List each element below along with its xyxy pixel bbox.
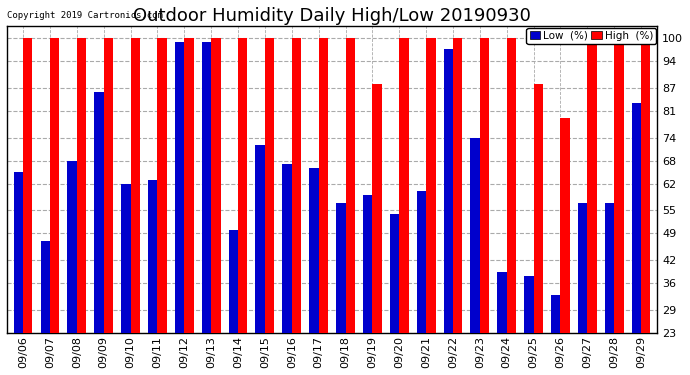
Title: Outdoor Humidity Daily High/Low 20190930: Outdoor Humidity Daily High/Low 20190930 xyxy=(133,7,531,25)
Legend: Low  (%), High  (%): Low (%), High (%) xyxy=(526,27,656,44)
Bar xyxy=(95,92,103,375)
Bar xyxy=(578,203,587,375)
Bar xyxy=(201,42,211,375)
Bar xyxy=(255,146,265,375)
Bar xyxy=(211,38,221,375)
Bar xyxy=(631,103,641,375)
Bar xyxy=(614,38,624,375)
Bar xyxy=(228,230,238,375)
Bar xyxy=(336,203,346,375)
Bar xyxy=(309,168,319,375)
Bar xyxy=(390,214,400,375)
Bar xyxy=(363,195,373,375)
Bar xyxy=(453,38,462,375)
Bar xyxy=(77,38,86,375)
Bar xyxy=(282,165,292,375)
Bar xyxy=(292,38,301,375)
Bar xyxy=(68,160,77,375)
Bar xyxy=(605,203,614,375)
Bar xyxy=(560,118,570,375)
Bar xyxy=(444,50,453,375)
Bar xyxy=(471,138,480,375)
Bar xyxy=(551,295,560,375)
Bar xyxy=(41,241,50,375)
Bar xyxy=(480,38,489,375)
Bar xyxy=(265,38,275,375)
Bar xyxy=(497,272,506,375)
Bar xyxy=(587,38,597,375)
Bar xyxy=(238,38,248,375)
Bar xyxy=(641,38,651,375)
Text: Copyright 2019 Cartronics.com: Copyright 2019 Cartronics.com xyxy=(7,11,163,20)
Bar xyxy=(121,184,130,375)
Bar xyxy=(50,38,59,375)
Bar xyxy=(506,38,516,375)
Bar xyxy=(417,191,426,375)
Bar xyxy=(346,38,355,375)
Bar xyxy=(400,38,408,375)
Bar xyxy=(130,38,140,375)
Bar xyxy=(184,38,194,375)
Bar xyxy=(533,84,543,375)
Bar xyxy=(14,172,23,375)
Bar xyxy=(175,42,184,375)
Bar xyxy=(524,276,533,375)
Bar xyxy=(426,38,435,375)
Bar xyxy=(148,180,157,375)
Bar xyxy=(104,38,113,375)
Bar xyxy=(373,84,382,375)
Bar xyxy=(157,38,167,375)
Bar xyxy=(319,38,328,375)
Bar xyxy=(23,38,32,375)
